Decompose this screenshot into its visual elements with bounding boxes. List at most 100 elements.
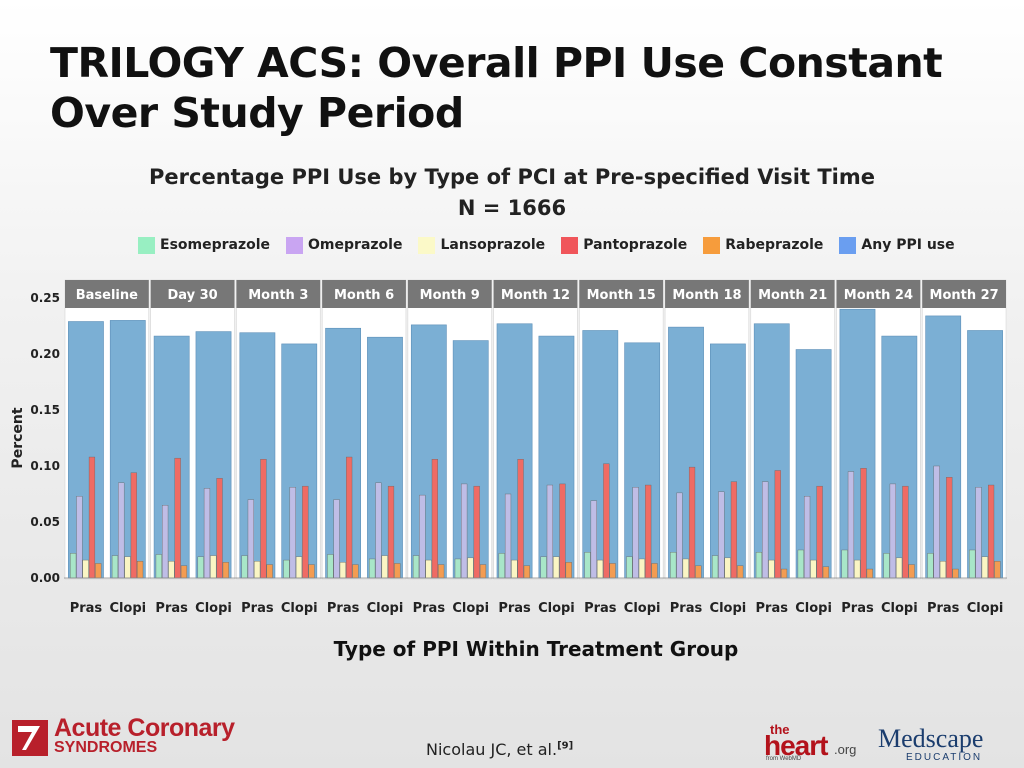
- bar-any-ppi: [367, 336, 403, 579]
- bar-omeprazole: [762, 481, 769, 579]
- bar-rabeprazole: [95, 563, 102, 579]
- legend-item-rabeprazole: Rabeprazole: [703, 236, 823, 254]
- bar-lansoprazole: [768, 559, 775, 579]
- bar-lansoprazole: [553, 556, 560, 579]
- legend-swatch-pantoprazole: [561, 236, 579, 254]
- bar-any-ppi: [624, 342, 661, 579]
- bar-pantoprazole: [688, 466, 696, 579]
- x-tick-label: Clopi: [710, 601, 747, 616]
- bar-rabeprazole: [352, 564, 359, 579]
- bar-esomeprazole: [454, 558, 461, 579]
- legend-item-lansoprazole: Lansoprazole: [418, 236, 546, 254]
- panel-header: [665, 280, 749, 308]
- bar-lansoprazole: [939, 561, 947, 579]
- legend-swatch-lansoprazole: [418, 236, 436, 254]
- bar-rabeprazole: [479, 564, 487, 579]
- legend-item-pantoprazole: Pantoprazole: [561, 236, 687, 254]
- bar-esomeprazole: [711, 555, 719, 579]
- panel-header-label: Month 21: [758, 288, 827, 303]
- bar-esomeprazole: [498, 553, 505, 579]
- panel-header: [236, 280, 321, 308]
- x-tick-label: Pras: [70, 601, 103, 616]
- bar-pantoprazole: [346, 456, 353, 579]
- bar-esomeprazole: [70, 553, 77, 579]
- bar-any-ppi: [538, 335, 575, 579]
- legend-item-omeprazole: Omeprazole: [286, 236, 403, 254]
- bar-rabeprazole: [222, 562, 229, 579]
- x-tick-label: Clopi: [967, 601, 1004, 616]
- bar-esomeprazole: [626, 556, 633, 579]
- panel-header-label: Day 30: [167, 288, 217, 303]
- bar-rabeprazole: [994, 561, 1001, 579]
- bar-lansoprazole: [638, 558, 645, 579]
- bar-any-ppi: [881, 335, 918, 579]
- bar-omeprazole: [461, 483, 468, 579]
- panel-header: [493, 280, 578, 308]
- medscape-logo-sub: EDUCATION: [906, 752, 983, 763]
- bar-rabeprazole: [308, 564, 315, 579]
- bar-esomeprazole: [584, 552, 591, 579]
- x-tick-label: Clopi: [881, 601, 918, 616]
- bar-esomeprazole: [927, 553, 934, 579]
- theheart-logo: the heart .org from WebMD: [764, 722, 864, 762]
- panel-header: [922, 280, 1006, 308]
- bar-any-ppi: [496, 323, 533, 579]
- x-tick-label: Clopi: [109, 601, 146, 616]
- bar-any-ppi: [410, 324, 447, 579]
- x-tick-label: Pras: [413, 601, 446, 616]
- bar-esomeprazole: [540, 556, 547, 579]
- medscape-logo: Medscape EDUCATION: [878, 724, 998, 764]
- x-axis-title: Type of PPI Within Treatment Group: [333, 637, 739, 661]
- bar-lansoprazole: [896, 557, 903, 579]
- bar-any-ppi: [967, 330, 1003, 579]
- acs-logo-line2: SYNDROMES: [54, 739, 158, 756]
- bar-lansoprazole: [511, 559, 518, 579]
- theheart-logo-heart: heart: [764, 730, 828, 761]
- bar-any-ppi: [153, 335, 190, 579]
- bar-any-ppi: [582, 330, 619, 579]
- acs-logo-icon: [12, 720, 48, 756]
- bar-pantoprazole: [816, 485, 823, 579]
- chart-subtitle: N = 1666: [457, 196, 567, 220]
- bar-lansoprazole: [425, 559, 432, 579]
- bar-rabeprazole: [866, 568, 873, 579]
- citation-text: Nicolau JC, et al.: [426, 740, 558, 759]
- bar-omeprazole: [975, 487, 982, 579]
- bar-any-ppi: [925, 315, 962, 579]
- bar-pantoprazole: [988, 484, 995, 579]
- x-tick-label: Clopi: [538, 601, 575, 616]
- bar-rabeprazole: [137, 561, 144, 579]
- x-tick-label: Pras: [498, 601, 531, 616]
- bar-pantoprazole: [645, 484, 652, 579]
- bar-esomeprazole: [755, 552, 763, 579]
- bar-any-ppi: [109, 320, 146, 579]
- bar-esomeprazole: [155, 554, 162, 579]
- bar-pantoprazole: [473, 485, 480, 579]
- bar-omeprazole: [76, 496, 83, 579]
- bar-lansoprazole: [981, 556, 988, 579]
- y-axis-title: Percent: [10, 407, 26, 468]
- bar-pantoprazole: [517, 459, 524, 579]
- bar-rabeprazole: [695, 565, 702, 579]
- panel-header: [150, 280, 235, 308]
- bar-pantoprazole: [774, 470, 781, 579]
- bar-lansoprazole: [724, 557, 731, 579]
- bar-esomeprazole: [412, 555, 420, 579]
- bar-rabeprazole: [609, 563, 616, 579]
- bar-pantoprazole: [603, 463, 610, 579]
- bar-rabeprazole: [438, 564, 445, 579]
- bar-esomeprazole: [670, 552, 677, 579]
- bar-pantoprazole: [88, 456, 96, 579]
- bar-omeprazole: [504, 493, 512, 579]
- bar-omeprazole: [632, 487, 639, 579]
- bar-lansoprazole: [124, 556, 131, 579]
- panel-header-label: Month 18: [672, 288, 741, 303]
- citation: Nicolau JC, et al.[9]: [426, 740, 573, 759]
- bar-pantoprazole: [216, 478, 223, 579]
- bar-omeprazole: [375, 482, 382, 579]
- legend-label-omeprazole: Omeprazole: [308, 237, 403, 253]
- legend-label-lansoprazole: Lansoprazole: [440, 237, 546, 253]
- theheart-logo-the: the: [770, 722, 790, 737]
- bar-esomeprazole: [241, 555, 248, 579]
- bar-rabeprazole: [266, 564, 273, 579]
